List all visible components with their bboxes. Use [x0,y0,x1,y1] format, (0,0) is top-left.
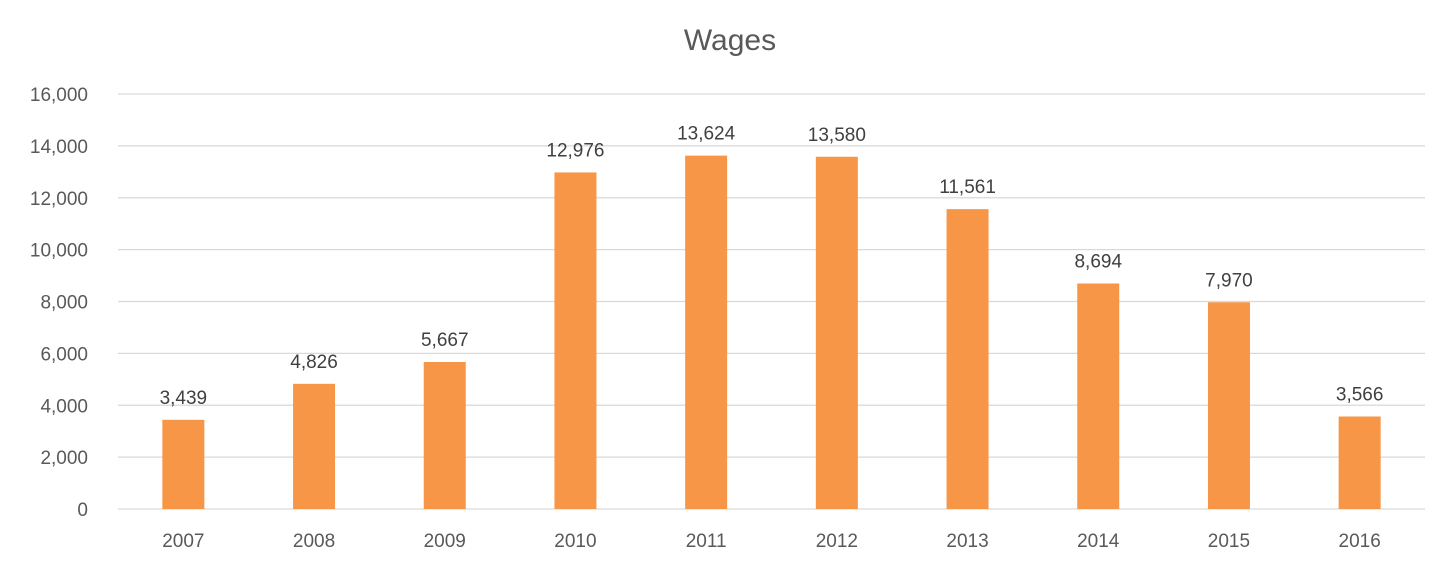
y-tick-label: 12,000 [30,189,88,210]
x-tick-label-2008: 2008 [293,531,335,552]
bar-2015 [1207,302,1250,509]
x-tick-label-2012: 2012 [816,531,858,552]
y-tick-label: 14,000 [30,137,88,158]
x-tick-label-2014: 2014 [1077,531,1120,552]
x-tick-label-2007: 2007 [162,531,204,552]
bar-2014 [1077,283,1120,509]
gridlines [118,93,1425,510]
y-tick-label: 16,000 [30,85,88,106]
chart-title: Wages [684,24,776,57]
bar-2012 [815,156,858,510]
x-tick-label-2011: 2011 [686,531,727,552]
y-tick-label: 6,000 [40,344,88,365]
y-tick-label: 0 [77,500,88,521]
y-tick-label: 2,000 [40,448,88,469]
data-label-2012: 13,580 [808,125,866,146]
data-label-2015: 7,970 [1205,270,1253,291]
y-tick-label: 4,000 [40,396,88,417]
data-label-2013: 11,561 [939,177,996,198]
x-tick-label-2016: 2016 [1339,531,1381,552]
data-label-2016: 3,566 [1336,385,1384,406]
bar-2016 [1338,416,1381,509]
data-label-2011: 13,624 [677,124,736,145]
x-tick-label-2009: 2009 [424,531,466,552]
bar-2010 [554,172,597,509]
data-label-2010: 12,976 [546,140,604,161]
data-label-2009: 5,667 [421,330,469,351]
data-label-2008: 4,826 [290,352,338,373]
x-tick-label-2010: 2010 [554,531,596,552]
x-tick-label-2013: 2013 [946,531,988,552]
bars [162,155,1381,510]
bar-2008 [293,383,336,509]
bar-2013 [946,209,989,509]
data-labels: 3,439 4,826 5,667 12,976 13,624 13,580 11,561 8… [160,124,1384,409]
y-tick-label: 8,000 [40,293,88,314]
bar-2009 [423,362,466,509]
bar-2011 [685,155,728,509]
data-label-2007: 3,439 [160,388,208,409]
data-label-2014: 8,694 [1074,251,1122,272]
y-axis-tick-labels: 0 2,000 4,000 6,000 8,000 10,000 12,000 14,000 1… [30,85,88,521]
bar-2007 [162,419,205,509]
y-tick-label: 10,000 [30,241,88,262]
x-axis-tick-labels: 2007 2008 2009 2010 2011 2012 2013 2014 2015 2016 [162,531,1381,552]
x-tick-label-2015: 2015 [1208,531,1250,552]
